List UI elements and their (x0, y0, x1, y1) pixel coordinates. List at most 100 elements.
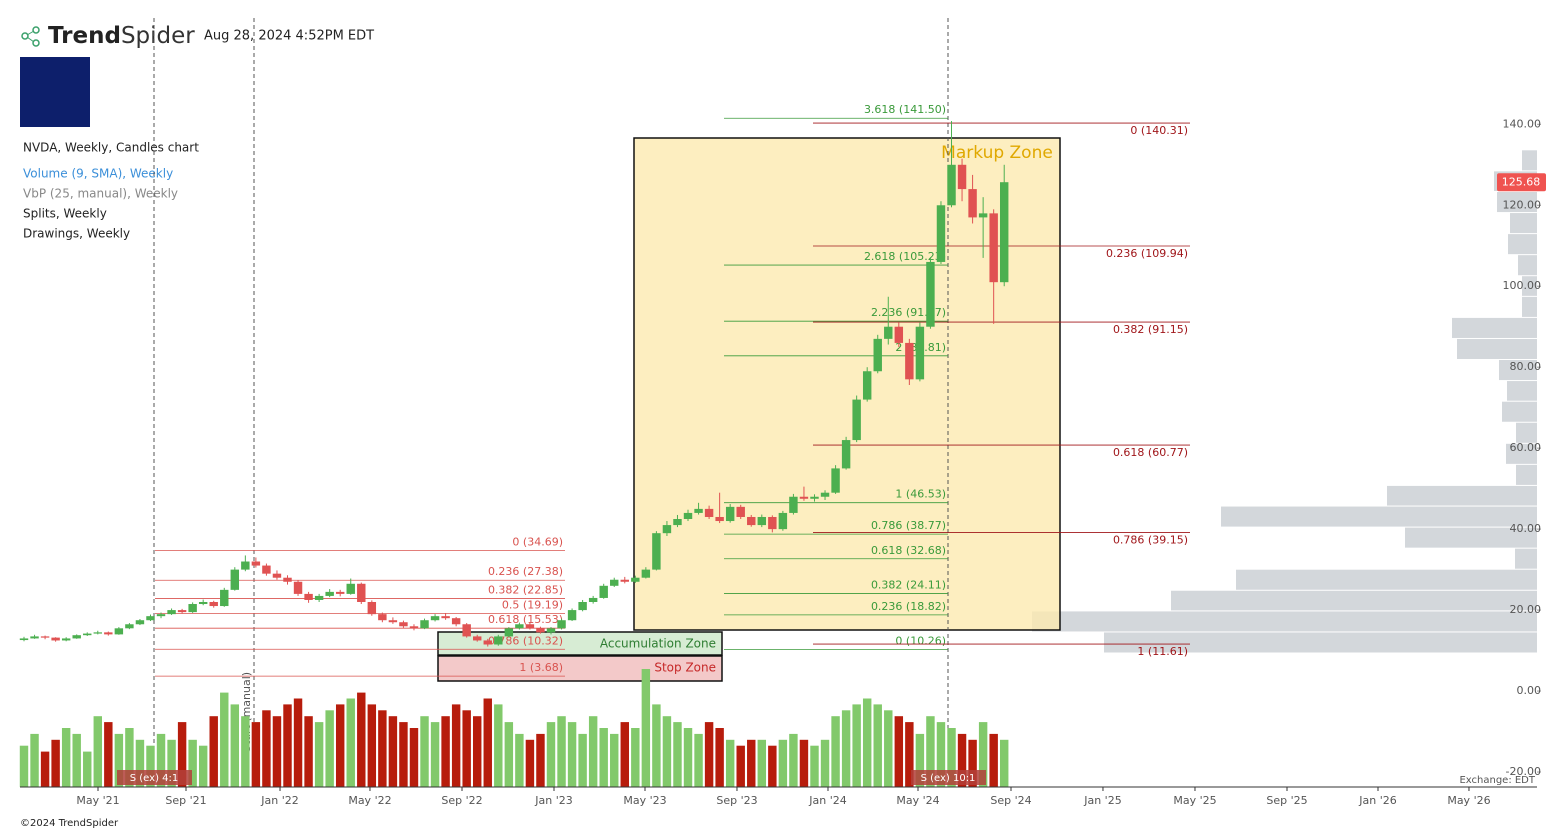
candle-body (747, 516, 756, 526)
vbp-bar (1236, 569, 1537, 590)
volume-bar (768, 745, 777, 787)
stop-zone (437, 655, 723, 682)
vbp-bar (1405, 527, 1537, 548)
volume-bar (293, 698, 303, 787)
volume-bar (167, 739, 176, 787)
candle-body (241, 561, 250, 570)
candle-body (51, 637, 60, 641)
candle-body (704, 508, 714, 517)
fib-label: 0.786 (10.32) (488, 634, 563, 647)
candle-body (736, 506, 745, 517)
volume-bar (473, 716, 482, 787)
vbp-bar (1516, 464, 1537, 485)
volume-bar (884, 710, 893, 787)
candle-body (799, 496, 809, 499)
volume-bar (51, 739, 60, 787)
volume-bar (789, 733, 798, 787)
volume-bar (177, 722, 187, 787)
volume-bar (820, 739, 830, 787)
vbp-bar (1171, 590, 1537, 611)
vbp-bar (1387, 485, 1537, 506)
volume-bar (451, 704, 461, 787)
candle-body (683, 512, 693, 520)
candle-body (494, 636, 503, 645)
y-tick-label: 140.00 (1503, 117, 1542, 130)
volume-bar (283, 704, 292, 787)
x-tick-label: Sep '23 (716, 794, 757, 807)
volume-bar (757, 739, 767, 787)
fib-label: 0.618 (60.77) (1113, 446, 1188, 459)
fib-label: 0 (140.31) (1130, 124, 1188, 137)
volume-bar (915, 733, 925, 787)
candle-body (325, 591, 334, 596)
candle-body (262, 565, 271, 574)
vbp-bar (1522, 276, 1537, 296)
candle-body (662, 525, 672, 534)
brand: TrendSpider (48, 23, 195, 49)
candle-body (378, 614, 387, 621)
volume-bar (810, 745, 819, 787)
vbp-bar (1522, 296, 1537, 317)
candle-body (884, 326, 893, 339)
candle-body (673, 519, 682, 526)
volume-bar (694, 733, 703, 787)
y-tick-label: 100.00 (1503, 279, 1542, 292)
volume-bar (631, 728, 640, 787)
candle-body (30, 636, 39, 639)
candle-body (957, 164, 967, 190)
candle-body (283, 577, 292, 582)
volume-bar (578, 733, 587, 787)
volume-bar (652, 704, 661, 787)
candle-body (146, 616, 155, 621)
candle-body (188, 604, 197, 613)
fib-label: 2.236 (91.37) (871, 306, 946, 319)
split-box (911, 770, 986, 785)
candle-body (83, 633, 92, 636)
volume-bar (272, 716, 282, 787)
volume-bar (314, 722, 324, 787)
legend-splits[interactable]: Splits, Weekly (23, 207, 107, 221)
candle-body (873, 338, 882, 372)
volume-bar (673, 722, 682, 787)
legend-volume[interactable]: Volume (9, SMA), Weekly (23, 167, 173, 181)
candle-body (72, 635, 81, 639)
volume-bar (546, 722, 556, 787)
candle-body (936, 205, 946, 262)
volume-bar (346, 698, 355, 787)
y-tick-label: -20.00 (1506, 765, 1541, 778)
candle-body (831, 468, 840, 493)
candle-body (978, 213, 988, 218)
volume-bar (188, 739, 197, 787)
x-tick-label: Sep '24 (990, 794, 1031, 807)
volume-bar (494, 704, 503, 787)
candle-body (209, 601, 218, 607)
candle-body (462, 624, 471, 637)
volume-bar (936, 722, 946, 787)
legend-drawings[interactable]: Drawings, Weekly (23, 227, 130, 241)
fib-label: 0.5 (19.19) (502, 598, 563, 611)
candle-body (631, 577, 640, 582)
volume-bar (515, 733, 524, 787)
vbp-bar (1499, 360, 1537, 381)
volume-bar (588, 716, 598, 787)
volume-bar (399, 722, 408, 787)
legend-vbp[interactable]: VbP (25, manual), Weekly (23, 187, 178, 201)
split-label: S (ex) 4:1 (130, 773, 179, 784)
volume-bar (325, 710, 334, 787)
y-tick-label: 20.00 (1510, 603, 1542, 616)
candle-body (915, 326, 925, 380)
markup-zone (633, 137, 1061, 631)
split-box (117, 770, 192, 785)
candle-body (894, 326, 904, 343)
candle-body (557, 620, 566, 629)
legend-symbol: NVDA, Weekly, Candles chart (23, 141, 199, 155)
volume-bar (198, 745, 208, 787)
volume-bar (241, 716, 250, 787)
volume-bar (483, 698, 492, 787)
volume-bar (304, 716, 313, 787)
fib-label: 0.786 (39.15) (1113, 534, 1188, 547)
volume-bar (862, 698, 872, 787)
volume-bar (557, 716, 566, 787)
logo: TrendSpider (21, 23, 195, 49)
volume-bar (420, 716, 429, 787)
